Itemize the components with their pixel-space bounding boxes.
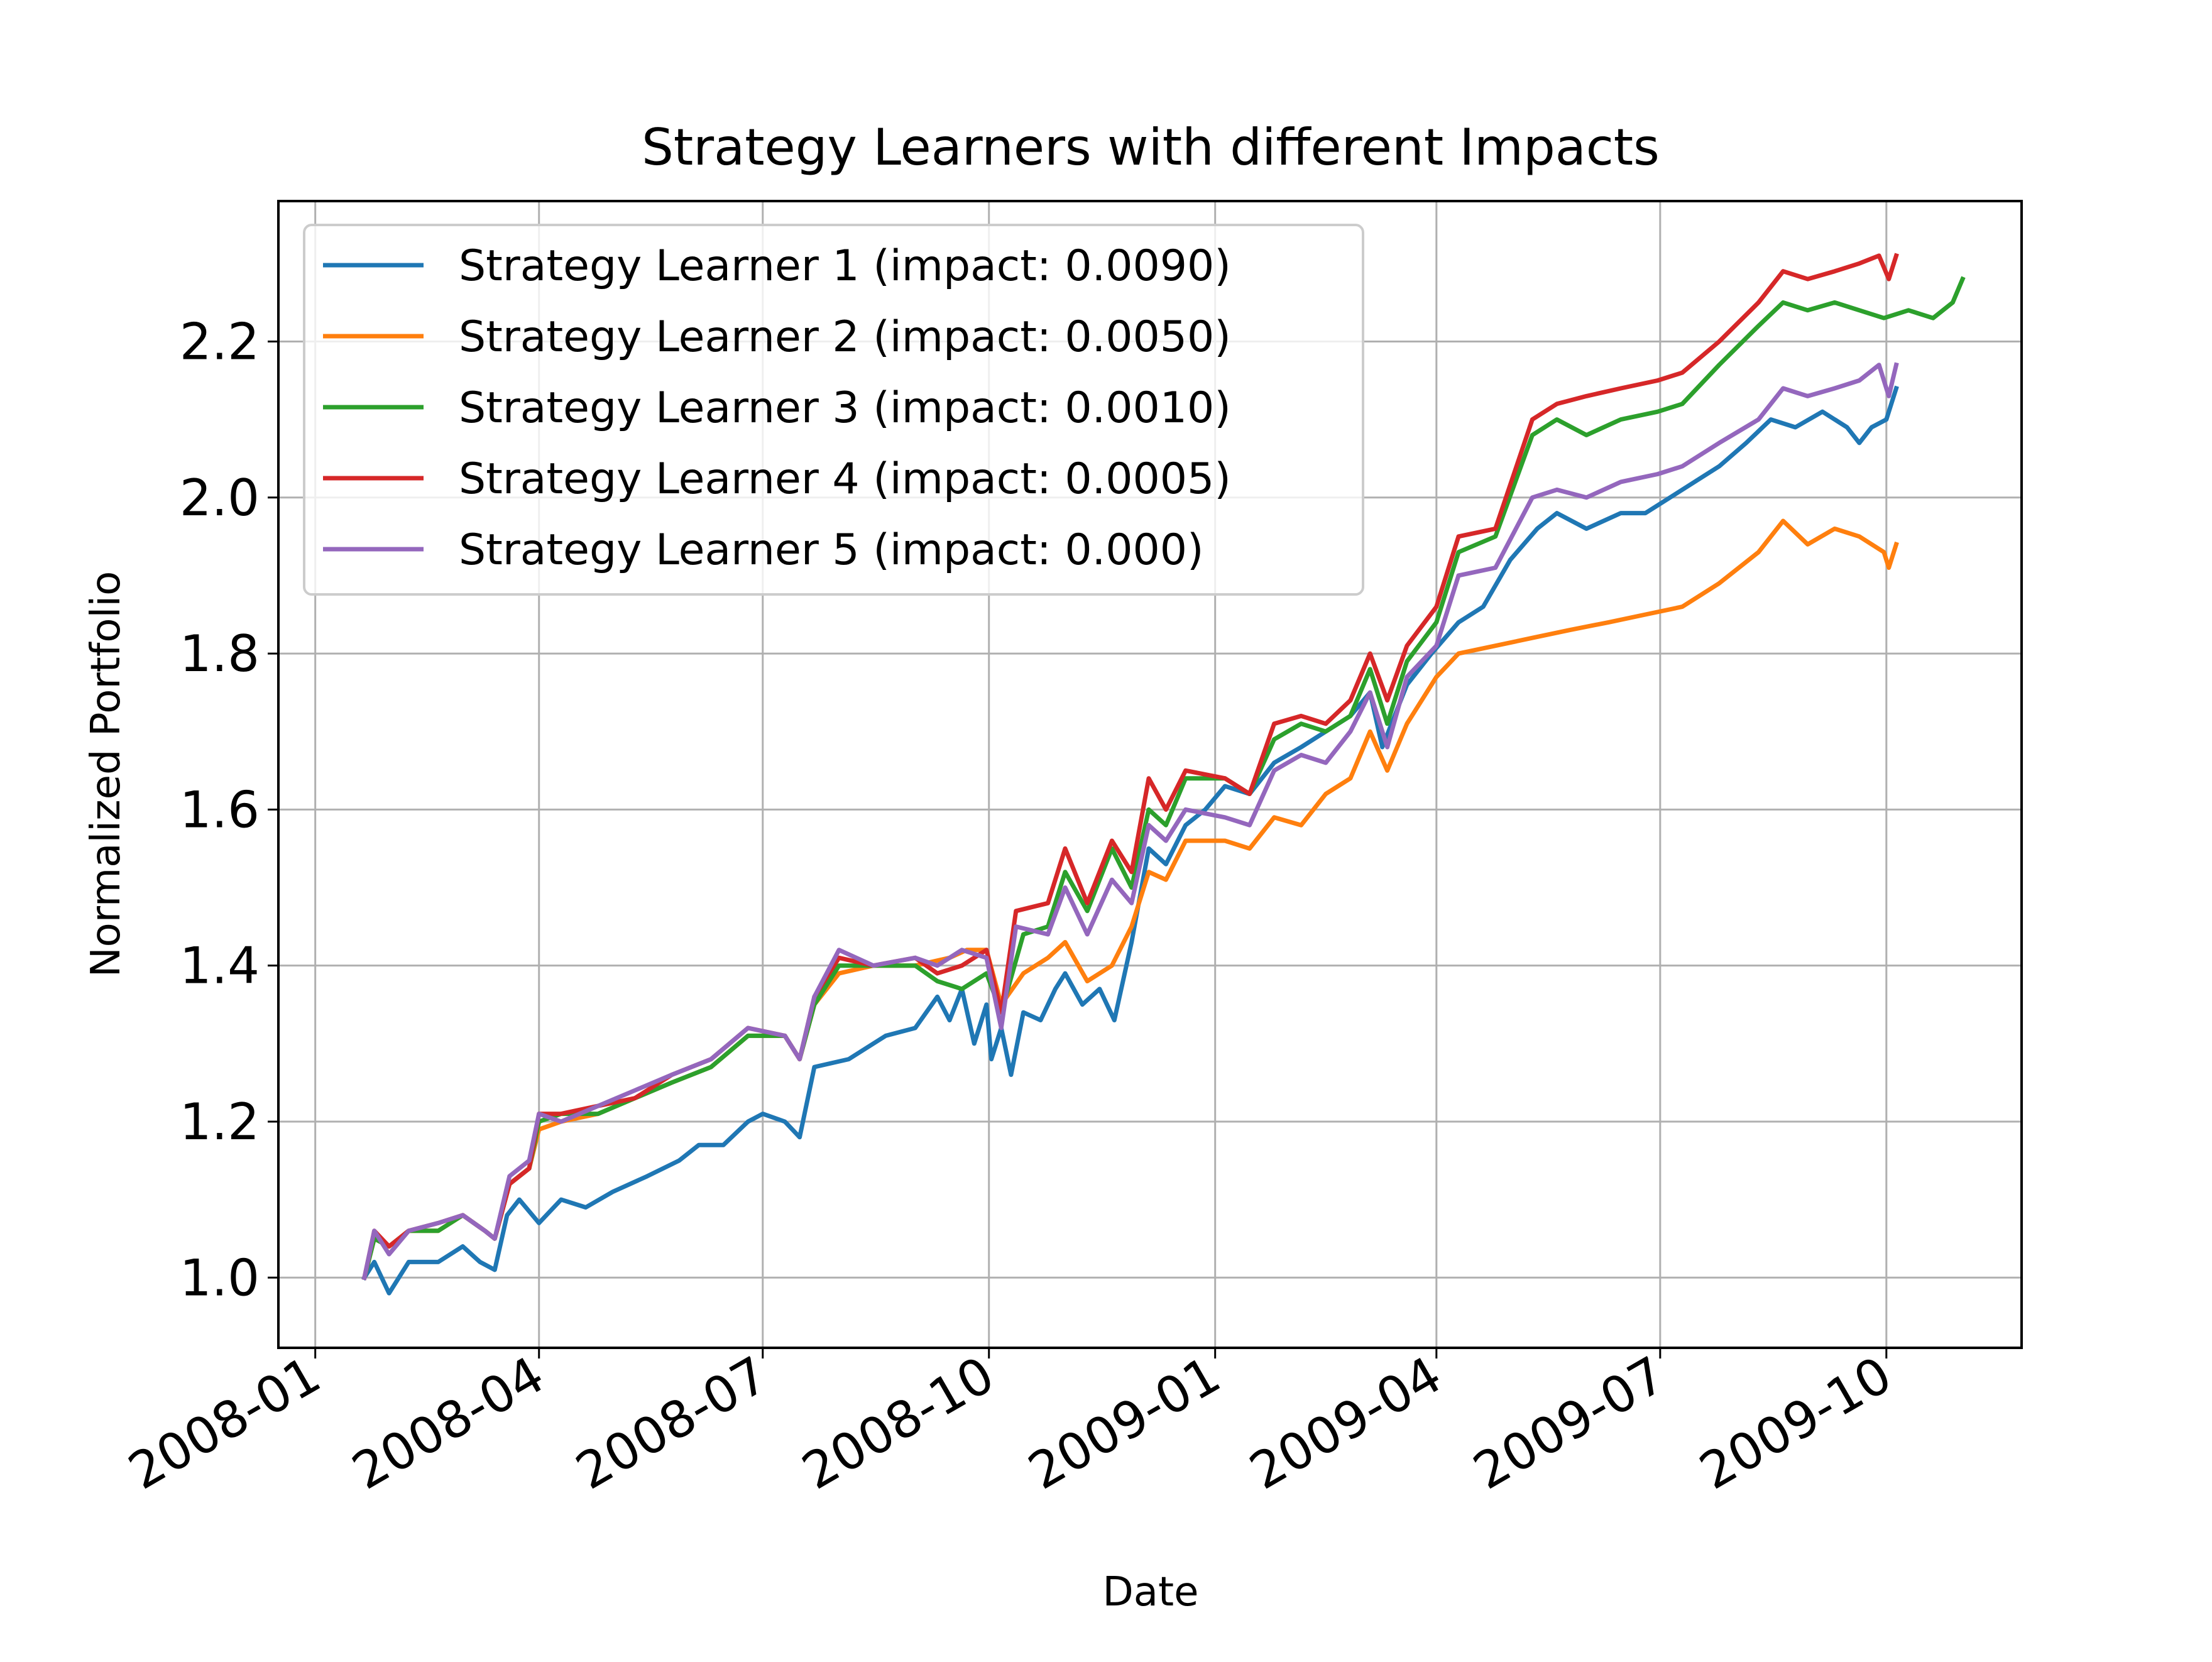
series-line-3: [361, 276, 1966, 1281]
series-line-5: [361, 362, 1899, 1281]
plot-frame: [277, 200, 2023, 1349]
series-lines: [361, 253, 1966, 1296]
legend-box: [303, 224, 1364, 596]
y-tick-label: 1.6: [180, 780, 260, 839]
chart-title: Strategy Learners with different Impacts: [642, 118, 1660, 177]
y-tick-label: 1.4: [180, 937, 260, 995]
series-line-2: [361, 518, 1899, 1281]
y-tick-label: 1.0: [180, 1249, 260, 1307]
y-tick-label: 2.0: [180, 469, 260, 527]
y-axis-label: Normalized Portfolio: [83, 571, 129, 978]
series-line-1: [361, 385, 1899, 1296]
legend-label: Strategy Learner 4 (impact: 0.0005): [459, 454, 1231, 504]
y-tick-label: 2.2: [180, 312, 260, 371]
legend-label: Strategy Learner 5 (impact: 0.000): [459, 525, 1204, 575]
legend-label: Strategy Learner 1 (impact: 0.0090): [459, 241, 1231, 291]
legend-label: Strategy Learner 2 (impact: 0.0050): [459, 312, 1231, 362]
series-line-4: [361, 253, 1899, 1281]
legend-label: Strategy Learner 3 (impact: 0.0010): [459, 383, 1231, 433]
y-tick-label: 1.8: [180, 625, 260, 683]
x-axis-label: Date: [1103, 1569, 1199, 1616]
legend: Strategy Learner 1 (impact: 0.0090) Strat…: [303, 224, 1364, 596]
y-axis-ticks: 1.0 1.2 1.4 1.6 1.8 2.0 2.2: [180, 312, 278, 1307]
y-tick-label: 1.2: [180, 1093, 260, 1151]
